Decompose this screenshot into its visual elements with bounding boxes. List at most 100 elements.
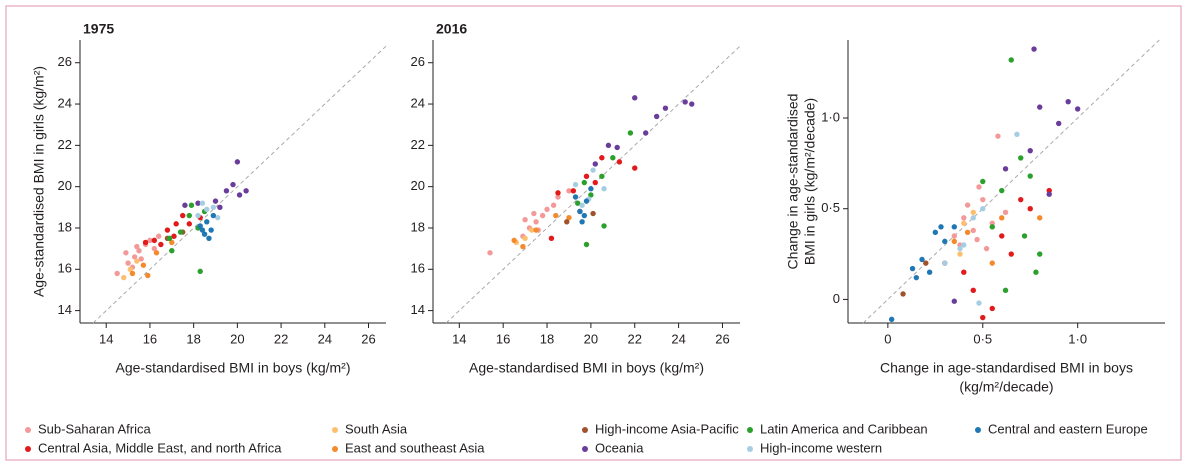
y-tick-label: 14 — [58, 302, 72, 317]
point — [592, 161, 598, 167]
point — [1014, 131, 1020, 138]
point — [164, 227, 171, 233]
point — [1027, 147, 1033, 154]
point — [1046, 191, 1052, 197]
point — [577, 208, 583, 215]
point — [588, 186, 594, 192]
x-tick-label: 1·0 — [1068, 331, 1087, 346]
legend-label: South Asia — [345, 421, 408, 436]
point — [575, 200, 581, 206]
point — [961, 215, 967, 221]
legend-label: Central Asia, Middle East, and north Afr… — [38, 440, 282, 455]
point — [243, 188, 249, 194]
point — [520, 243, 526, 250]
point — [983, 245, 990, 252]
y-tick-label: 1·0 — [821, 109, 840, 124]
y-tick-label: 22 — [411, 137, 425, 152]
point — [588, 192, 594, 198]
legend-marker — [582, 446, 588, 452]
x-axis-label: Age-standardised BMI in boys (kg/m²) — [469, 360, 704, 376]
point — [583, 241, 590, 248]
point — [938, 224, 944, 230]
point — [999, 215, 1005, 221]
point — [592, 179, 598, 186]
point — [999, 187, 1005, 194]
y-tick-label: 26 — [58, 54, 72, 69]
x-axis-label: (kg/m²/decade) — [959, 379, 1053, 395]
point — [932, 229, 939, 235]
point — [662, 105, 669, 111]
point — [201, 231, 208, 237]
point — [511, 237, 517, 244]
legend-marker — [582, 427, 588, 433]
point — [601, 223, 607, 229]
point — [208, 227, 214, 233]
point — [942, 260, 948, 266]
point — [1033, 269, 1039, 275]
point — [142, 239, 149, 246]
x-tick-label: 24 — [671, 331, 685, 346]
point — [689, 101, 695, 107]
legend-label: High-income Asia-Pacific — [595, 421, 739, 436]
point — [951, 298, 957, 304]
y-tick-label: 16 — [58, 261, 72, 276]
panel-title: 2016 — [436, 21, 467, 37]
legend-marker — [747, 446, 753, 452]
panel-title: 1975 — [83, 21, 114, 37]
x-tick-label: 22 — [628, 331, 642, 346]
point — [188, 202, 195, 208]
point — [995, 133, 1001, 139]
point — [145, 272, 151, 279]
point — [572, 194, 579, 200]
legend-marker — [332, 446, 338, 452]
y-axis-label: Change in age-standardised — [785, 94, 801, 270]
identity-line — [862, 39, 1160, 324]
point — [605, 142, 612, 149]
legend-label: Oceania — [595, 440, 644, 455]
point — [136, 248, 142, 254]
legend-label: High-income western — [760, 440, 882, 455]
point — [195, 200, 201, 206]
point — [957, 245, 963, 252]
point — [961, 269, 967, 275]
point — [212, 198, 219, 204]
point — [140, 262, 147, 268]
point — [653, 113, 660, 120]
point — [121, 274, 127, 281]
point — [976, 300, 982, 306]
point — [951, 238, 957, 245]
legend-label: Sub-Saharan Africa — [38, 421, 152, 436]
point — [544, 206, 550, 213]
x-tick-label: 16 — [496, 331, 510, 346]
point — [134, 243, 140, 250]
legend-marker — [747, 427, 753, 433]
y-tick-label: 20 — [411, 178, 425, 193]
point — [555, 194, 561, 200]
point — [964, 229, 971, 235]
point — [590, 210, 596, 217]
y-tick-label: 22 — [58, 137, 72, 152]
point — [564, 219, 570, 225]
point — [974, 236, 980, 243]
point — [533, 219, 539, 225]
x-tick-label: 26 — [715, 331, 729, 346]
point — [951, 224, 957, 230]
x-tick-label: 26 — [361, 331, 375, 346]
point — [1002, 209, 1009, 216]
x-tick-label: 18 — [540, 331, 554, 346]
point — [572, 181, 579, 188]
point — [1002, 287, 1009, 294]
point — [970, 227, 976, 234]
point — [1065, 98, 1071, 105]
point — [970, 209, 976, 216]
point — [138, 256, 144, 262]
point — [961, 220, 967, 226]
identity-line — [92, 45, 387, 324]
point — [566, 214, 572, 221]
point — [682, 99, 688, 105]
point — [134, 258, 140, 264]
point — [522, 217, 528, 223]
point — [923, 260, 929, 266]
legend-marker — [25, 427, 31, 433]
